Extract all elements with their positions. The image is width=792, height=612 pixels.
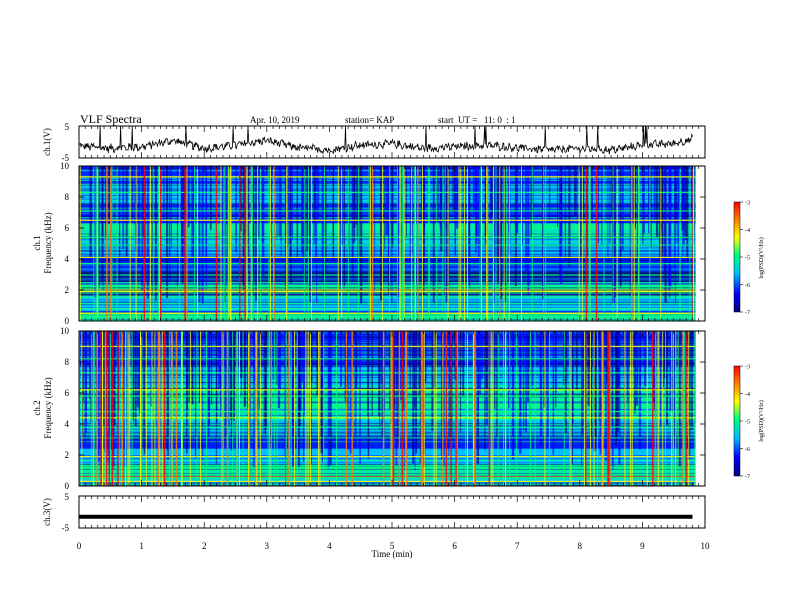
colorbar-tick--5: -5 [745, 420, 750, 426]
ch1-ylabel: ch.1(V) [42, 128, 52, 156]
ch1-ytick-bottom: -5 [62, 153, 70, 163]
ch3-ytick-top: 5 [65, 492, 70, 502]
colorbar-tick--4: -4 [745, 228, 750, 234]
ch1-waveform-line [78, 125, 693, 155]
colorbar-tick--6: -6 [745, 447, 750, 453]
ch2-spectrogram-panel: 0 2 4 6 8 10 ch.2Frequency (kHz) -3 -4 -5 -6 -7 l… [32, 326, 765, 491]
time-xtick-3: 3 [265, 541, 270, 551]
start-time-label: start UT = 11: 0 : 1 [438, 115, 516, 125]
spectrogram-ytick-6: 6 [65, 388, 70, 398]
spectrogram-ytick-4: 4 [65, 254, 70, 264]
ch1-ytick-top: 5 [65, 122, 70, 132]
ch2-colorbar-label: log(PSD)(V²/Hz) [758, 400, 765, 441]
colorbar-tick--6: -6 [745, 283, 750, 289]
time-xtick-6: 6 [452, 541, 457, 551]
colorbar-tick--7: -7 [745, 311, 750, 317]
ch3-ytick-bottom: -5 [62, 523, 70, 533]
date-label: Apr. 10, 2019 [250, 115, 300, 125]
ch2-spectrogram-image [79, 331, 705, 486]
time-xtick-9: 9 [640, 541, 645, 551]
spectrogram-ytick-8: 8 [65, 357, 70, 367]
time-xtick-5: 5 [390, 541, 395, 551]
time-xlabel: Time (min) [372, 549, 413, 559]
time-xtick-0: 0 [77, 541, 82, 551]
ch1-colorbar [733, 201, 741, 313]
time-xtick-10: 10 [701, 541, 711, 551]
time-xtick-1: 1 [139, 541, 144, 551]
spectrogram-ytick-2: 2 [65, 450, 70, 460]
spectrogram-ytick-2: 2 [65, 285, 70, 295]
time-xtick-4: 4 [327, 541, 332, 551]
colorbar-tick--7: -7 [745, 475, 750, 481]
spectrogram-ytick-0: 0 [65, 481, 70, 491]
spectrogram-ytick-0: 0 [65, 316, 70, 326]
colorbar-tick--5: -5 [745, 256, 750, 262]
ch1-spectrogram-ylabel: ch.1Frequency (kHz) [32, 212, 53, 273]
time-xtick-7: 7 [515, 541, 520, 551]
ch1-spectrogram-panel: 0 2 4 6 8 10 ch.1Frequency (kHz) -3 -4 -5 -6 -7 l… [32, 161, 765, 326]
ch1-spectrogram-image [79, 166, 705, 321]
spectrogram-ytick-10: 10 [60, 326, 70, 336]
ch3-ylabel: ch.3(V) [42, 498, 52, 526]
spectrogram-ytick-4: 4 [65, 419, 70, 429]
spectrogram-ytick-6: 6 [65, 223, 70, 233]
spectrogram-ytick-10: 10 [60, 161, 70, 171]
plot-title: VLF Spectra [80, 112, 142, 126]
colorbar-tick--3: -3 [745, 365, 750, 371]
time-xtick-8: 8 [578, 541, 583, 551]
station-label: station= KAP [345, 115, 395, 125]
ch1-colorbar-label: log(PSD)(V²/Hz) [758, 237, 765, 278]
ch2-spectrogram-ylabel: ch.2Frequency (kHz) [32, 377, 53, 438]
time-xtick-2: 2 [202, 541, 207, 551]
spectrogram-ytick-8: 8 [65, 192, 70, 202]
colorbar-tick--4: -4 [745, 392, 750, 398]
ch3-waveform-panel: 5 -5 ch.3(V) 0 1 2 3 4 5 6 7 8 9 10 Time (min) [42, 492, 710, 559]
ch2-colorbar [733, 365, 741, 477]
colorbar-tick--3: -3 [745, 201, 750, 207]
